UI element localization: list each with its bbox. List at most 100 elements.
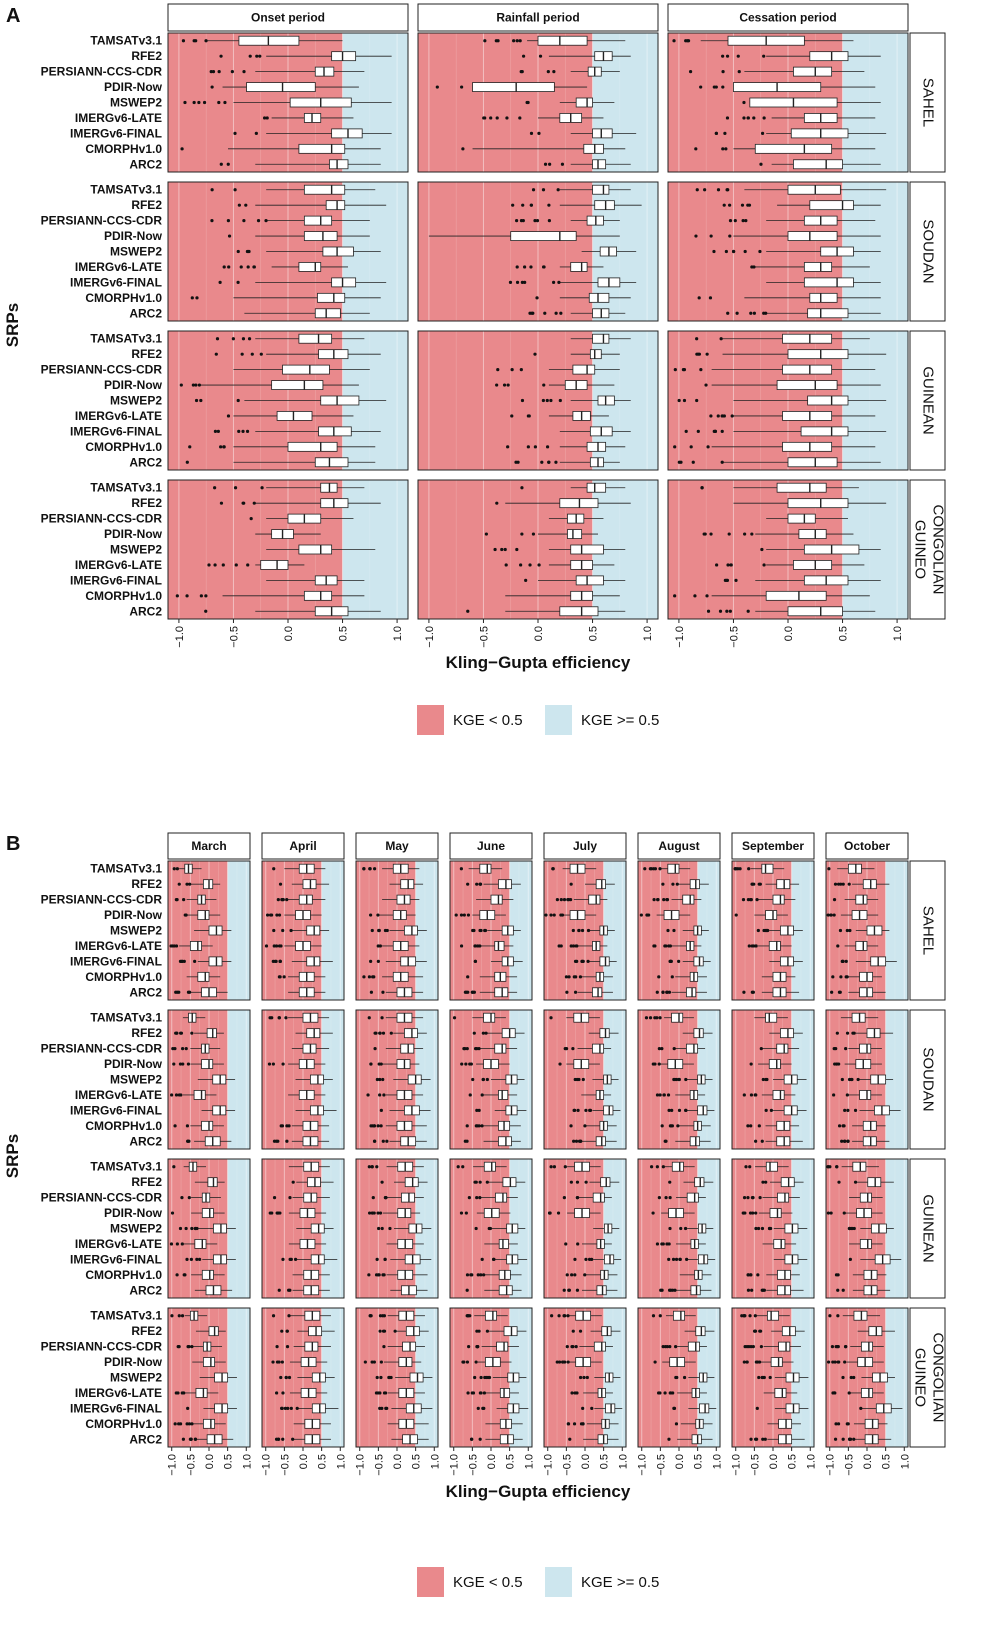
box-CMORPHv1.0 [694, 143, 876, 154]
outlier [191, 383, 195, 387]
outlier [495, 116, 499, 120]
box-CMORPHv1.0 [673, 441, 876, 452]
panel-border [637, 1158, 721, 1299]
outlier [664, 1196, 668, 1200]
facet-cell [417, 181, 659, 322]
box-TAMSATv3.1 [840, 1012, 879, 1023]
outlier [583, 1273, 587, 1277]
box-iqr [778, 1434, 793, 1445]
outlier [388, 1226, 392, 1231]
outlier [843, 1345, 848, 1349]
outlier [376, 913, 380, 917]
outlier [661, 882, 665, 886]
box-RFE2 [280, 1326, 335, 1337]
outlier [653, 1360, 657, 1364]
outlier [577, 1077, 581, 1082]
srp-label: ARC2 [129, 1432, 162, 1446]
box-iqr [782, 333, 833, 344]
box-iqr [852, 1161, 867, 1172]
box-MSWEP2 [194, 395, 387, 406]
srp-label: TAMSATv3.1 [90, 1011, 162, 1025]
outlier [685, 1257, 689, 1261]
box-IMERGv6-FINAL [279, 1403, 339, 1414]
box-iqr [765, 910, 778, 920]
outlier [569, 1124, 573, 1128]
outlier [482, 1406, 486, 1410]
outlier [280, 1360, 284, 1364]
zone-low [418, 182, 593, 321]
srp-label: MSWEP2 [110, 924, 162, 938]
box-iqr [306, 925, 321, 936]
box-iqr [809, 51, 849, 62]
box-iqr [687, 1341, 700, 1352]
strip-row-label: SOUDAN [920, 219, 937, 283]
outlier [275, 1345, 279, 1349]
outlier [473, 959, 477, 963]
box-RFE2 [661, 879, 709, 890]
box-iqr [246, 82, 316, 92]
panel-border [167, 1158, 251, 1299]
outlier [373, 867, 377, 871]
outlier [748, 1165, 752, 1169]
box-MSWEP2 [375, 1372, 433, 1383]
srp-label: IMERGv6-FINAL [70, 275, 162, 289]
outlier [765, 928, 769, 933]
x-tick-label: 1.0 [642, 626, 654, 641]
outlier [492, 1257, 496, 1261]
outlier [853, 1180, 858, 1184]
outlier [567, 1288, 571, 1292]
srp-label: PDIR-Now [104, 80, 163, 94]
box-IMERGv6-LATE [484, 1239, 518, 1249]
box-IMERGv6-FINAL [755, 1403, 809, 1414]
box-PERSIANN-CCS-CDR [562, 1192, 612, 1203]
box-PERSIANN-CCS-CDR [519, 66, 620, 77]
box-PDIR-Now [651, 1059, 694, 1069]
outlier [185, 594, 189, 598]
facet-cell [167, 1158, 251, 1299]
outlier [382, 1093, 386, 1097]
outlier [587, 1257, 592, 1261]
strip-column [355, 832, 439, 860]
box-iqr [483, 1012, 496, 1023]
outlier [383, 928, 388, 933]
box-MSWEP2 [370, 925, 427, 936]
srp-label: IMERGv6-LATE [75, 558, 162, 572]
outlier [558, 398, 562, 403]
outlier [246, 265, 250, 269]
x-axis-title: Kling−Gupta efficiency [446, 653, 631, 672]
box-MSWEP2 [760, 544, 881, 555]
box-RFE2 [750, 879, 800, 890]
outlier [581, 959, 585, 963]
panel-label: B [6, 833, 20, 855]
outlier [841, 1124, 845, 1128]
box-IMERGv6-FINAL [379, 1105, 431, 1116]
outlier [185, 1422, 189, 1426]
outlier [652, 898, 656, 902]
outlier [465, 1124, 469, 1128]
outlier [264, 219, 268, 223]
outlier [375, 1257, 379, 1261]
outlier [566, 1360, 570, 1364]
outlier [462, 1047, 466, 1051]
outlier [242, 219, 246, 223]
outlier [734, 578, 738, 582]
facet-cell [637, 1307, 721, 1448]
outlier [702, 532, 706, 536]
box-ARC2 [244, 308, 370, 319]
outlier [369, 1124, 373, 1128]
box-iqr [503, 1326, 518, 1337]
outlier [480, 1124, 484, 1128]
box-ARC2 [833, 1434, 892, 1445]
panel-label: A [6, 5, 20, 27]
outlier [231, 337, 235, 341]
box-iqr [472, 82, 555, 92]
box-IMERGv6-FINAL [840, 956, 897, 967]
outlier [695, 188, 699, 192]
box-iqr [201, 1120, 214, 1131]
outlier [586, 928, 591, 933]
outlier [275, 1211, 279, 1215]
x-tick-label: 1.0 [617, 1454, 629, 1469]
box-IMERGv6-FINAL [218, 277, 387, 288]
box-TAMSATv3.1 [362, 863, 420, 874]
outlier [639, 913, 643, 917]
